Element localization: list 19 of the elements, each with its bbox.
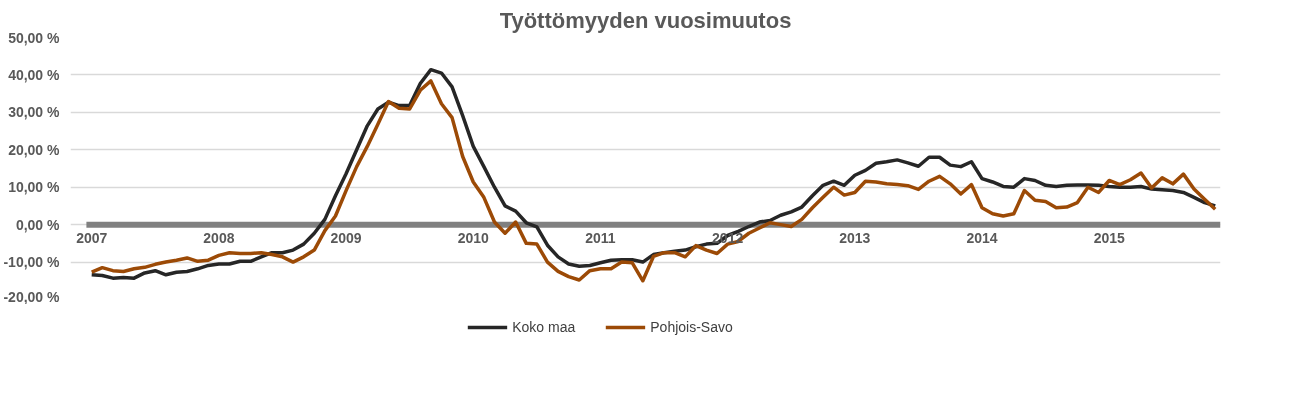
y-tick-label: 10,00 %: [8, 179, 61, 196]
x-tick-label: 2015: [1093, 229, 1125, 246]
x-tick-label: 2011: [585, 229, 616, 246]
legend-label: Koko maa: [512, 318, 576, 335]
x-tick-label: 2010: [457, 229, 490, 246]
y-tick-label: 50,00 %: [8, 29, 61, 46]
x-tick-label: 2008: [203, 229, 235, 246]
x-tick-label: 2007: [76, 229, 108, 246]
y-tick-label: 30,00 %: [8, 104, 61, 121]
x-tick-label: 2009: [330, 229, 362, 246]
y-tick-label: 20,00 %: [8, 141, 61, 158]
y-tick-label: 40,00 %: [8, 66, 61, 83]
y-tick-label: 0,00 %: [15, 216, 61, 233]
chart-title: Työttömyyden vuosimuutos: [499, 7, 792, 33]
x-tick-label: 2014: [966, 229, 998, 246]
legend-label: Pohjois-Savo: [650, 318, 733, 335]
y-tick-label: -10,00 %: [3, 254, 61, 271]
y-tick-label: -20,00 %: [3, 288, 61, 305]
x-tick-label: 2013: [839, 229, 871, 246]
